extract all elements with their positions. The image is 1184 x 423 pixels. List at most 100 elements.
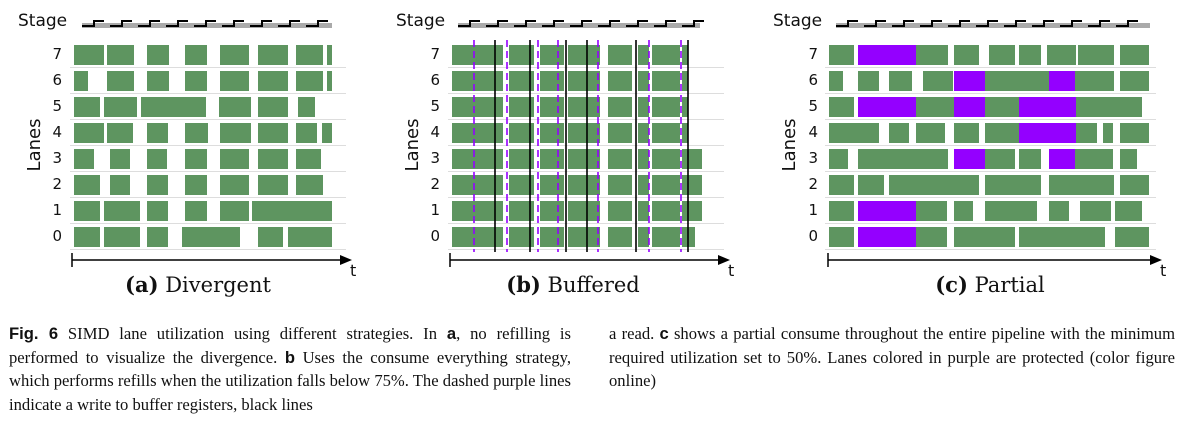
panel-letter-c: (c) [935,272,968,297]
stage-step-b [486,20,508,27]
lane-segment-c [829,175,854,195]
lane-segment-c [1019,149,1041,169]
stage-label-b: Stage [396,11,445,31]
lane-number-c: 3 [808,149,818,167]
lane-segment-c [1019,123,1076,143]
stage-label-a: Stage [18,11,67,31]
stage-step-a [82,20,104,27]
caption-right-part: c [659,324,669,343]
caption-right-part: shows a partial consume throughout the e… [609,324,1175,390]
lane-number-b: 7 [430,45,440,63]
lane-segment-a [288,227,332,247]
lane-segment-b [608,45,632,65]
lanes-label-b: Lanes [402,119,423,172]
lane-segment-c [954,227,1015,247]
lane-segment-c [829,123,879,143]
lane-segment-b [682,97,688,117]
lane-segment-c [1076,97,1142,117]
stage-band-c [836,23,1150,28]
lane-segment-a [296,45,323,65]
panel-caption-c: (c) Partial [830,272,1150,297]
lane-segment-b [682,149,702,169]
lane-segment-a [220,45,249,65]
lane-segment-c [858,97,916,117]
lane-segment-a [296,175,323,195]
lane-segment-a [185,45,207,65]
stage-step-b [514,20,536,27]
lane-segment-b [682,175,702,195]
panel-caption-a: (a) Divergent [38,272,358,297]
lane-segment-b [452,149,503,169]
lane-number-c: 6 [808,71,818,89]
lane-segment-b [638,149,649,169]
stage-step-b [682,20,704,27]
caption-left-part: SIMD lane utilization using different st… [58,324,447,343]
stage-step-c [864,20,886,27]
lane-segment-c [1049,175,1114,195]
lane-segment-b [682,71,688,91]
simd-lane-figure: Stage Lanes 7 6 5 4 3 2 1 0 t Stage Lanes 7 6 5 4 3 2 1 0 t St… [18,11,1166,280]
lane-segment-c [985,175,1041,195]
lane-segment-a [252,201,332,221]
lane-segment-c [1120,123,1149,143]
time-axis-arrow-c [1150,255,1162,265]
lane-segment-b [509,175,534,195]
lane-segment-c [829,97,854,117]
lane-segment-c [829,149,848,169]
lane-segment-b [638,71,649,91]
caption-left-part: Fig. 6 [9,324,59,343]
lane-number-c: 4 [808,123,818,141]
lane-segment-c [858,149,948,169]
lane-segment-b [568,45,600,65]
lane-segment-b [540,71,564,91]
lane-segment-c [1120,149,1137,169]
lane-number-a: 4 [52,123,62,141]
lane-segment-c [858,71,879,91]
panel-caption-b: (b) Buffered [413,272,733,297]
lane-segment-c [829,201,854,221]
lane-segment-c [1120,175,1149,195]
lane-segment-c [985,201,1037,221]
lane-segment-a [298,97,315,117]
stage-step-a [138,20,160,27]
lane-segment-a [147,123,168,143]
panel-name-b: Buffered [547,273,640,297]
stage-step-c [976,20,998,27]
caption-left-part: Uses the consume everything strategy, wh… [9,347,572,414]
lane-segment-a [220,175,249,195]
lane-segment-b [652,201,680,221]
lane-segment-b [509,201,534,221]
lane-segment-c [954,201,973,221]
lane-segment-c [1120,71,1149,91]
lane-segment-a [182,227,240,247]
lane-number-a: 0 [52,227,62,245]
lanes-label-a: Lanes [24,119,45,172]
lane-segment-b [452,227,503,247]
lane-segment-a [110,149,130,169]
lane-number-c: 0 [808,227,818,245]
lane-number-b: 2 [430,175,440,193]
stage-step-c [948,20,970,27]
lane-segment-a [107,123,133,143]
lane-segment-a [258,123,288,143]
lane-segment-a [74,149,94,169]
lane-segment-b [608,97,632,117]
lane-segment-b [652,123,680,143]
lane-segment-b [568,123,600,143]
lane-segment-a [327,45,332,65]
lane-segment-c [954,97,985,117]
lane-segment-c [829,45,854,65]
lane-segment-b [540,149,564,169]
lane-segment-a [185,149,207,169]
figure-caption-left: Fig. 6 SIMD lane utilization using diffe… [9,322,571,416]
lane-segment-a [107,71,134,91]
lane-segment-a [185,123,208,143]
lane-segment-b [682,123,688,143]
lane-segment-c [1019,45,1041,65]
time-axis-label-c: t [1160,261,1166,280]
lane-segment-c [985,97,1019,117]
lane-segment-b [568,175,600,195]
stage-step-a [222,20,244,27]
lane-segment-c [985,123,1019,143]
lane-segment-c [954,123,979,143]
